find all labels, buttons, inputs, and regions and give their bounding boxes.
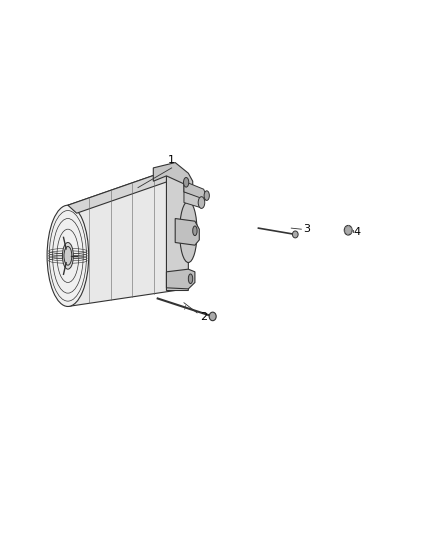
Polygon shape <box>68 168 175 306</box>
Text: 3: 3 <box>303 224 310 234</box>
Text: 2: 2 <box>200 312 207 322</box>
Polygon shape <box>175 219 199 245</box>
Polygon shape <box>184 181 206 200</box>
Ellipse shape <box>188 274 193 284</box>
Ellipse shape <box>198 197 205 208</box>
Ellipse shape <box>184 177 189 187</box>
Ellipse shape <box>64 246 72 265</box>
Text: 4: 4 <box>353 227 360 237</box>
Polygon shape <box>166 168 188 290</box>
Polygon shape <box>68 168 184 213</box>
Polygon shape <box>166 269 195 289</box>
Ellipse shape <box>47 205 88 306</box>
Ellipse shape <box>180 201 197 263</box>
Ellipse shape <box>344 225 352 235</box>
Ellipse shape <box>193 226 197 236</box>
Ellipse shape <box>293 231 298 238</box>
Text: 1: 1 <box>168 155 175 165</box>
Ellipse shape <box>62 243 73 269</box>
Ellipse shape <box>204 191 209 200</box>
Ellipse shape <box>209 312 216 321</box>
Polygon shape <box>184 192 201 208</box>
Polygon shape <box>153 163 193 192</box>
